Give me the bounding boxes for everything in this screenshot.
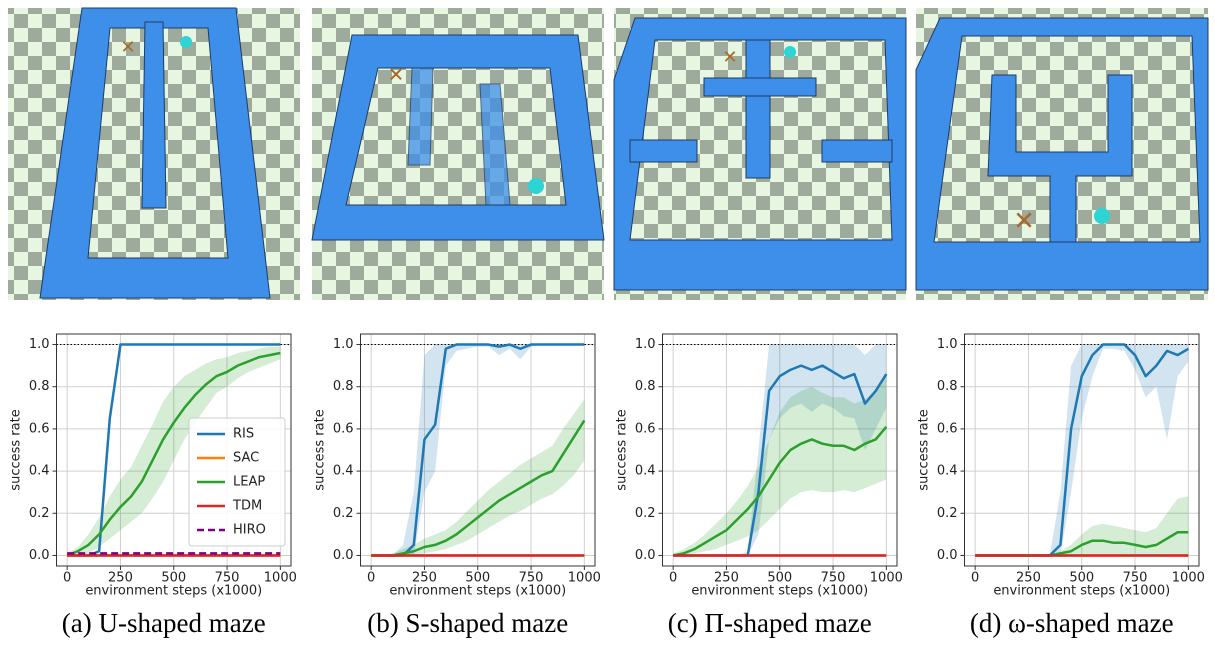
error-band	[975, 496, 1189, 556]
svg-text:✕: ✕	[722, 47, 737, 68]
y-tick-label: 0.2	[635, 506, 656, 521]
y-tick-label: 0.0	[635, 548, 656, 563]
y-axis-label: success rate	[313, 409, 328, 490]
x-tick-label: 1000	[568, 571, 601, 586]
chart: 0.0 0.2 0.4 0.6 0.8 1.0 0 250 500 750 1000environm…	[917, 333, 1205, 638]
svg-text:✕: ✕	[120, 37, 135, 58]
legend-box	[188, 417, 286, 547]
x-tick-label: 250	[108, 571, 133, 586]
x-tick-label: 0	[63, 571, 71, 586]
error-band	[67, 346, 281, 556]
axes-frame	[662, 333, 898, 567]
y-tick-label: 0.4	[29, 464, 50, 479]
x-tick-label: 750	[215, 571, 240, 586]
x-tick-label: 1000	[1172, 571, 1205, 586]
y-tick-label: 1.0	[937, 337, 958, 352]
maze-pi: ✕	[613, 8, 907, 300]
y-tick-label: 0.6	[29, 421, 50, 436]
series-line	[371, 419, 586, 557]
y-tick-label: 0.2	[29, 506, 50, 521]
caption: (a) U-shaped maze	[62, 608, 266, 638]
x-tick-label: 750	[821, 571, 846, 586]
error-band	[371, 399, 585, 556]
x-tick-label: 250	[1016, 571, 1041, 586]
x-axis-label: environment steps (x1000)	[389, 584, 566, 599]
y-tick-label: 0.6	[635, 421, 656, 436]
x-axis-label: environment steps (x1000)	[691, 584, 868, 599]
error-band	[371, 344, 585, 556]
maze-s: ✕	[311, 8, 605, 300]
svg-text:✕: ✕	[1013, 207, 1035, 237]
y-tick-label: 0.4	[937, 464, 958, 479]
y-tick-label: 0.6	[937, 421, 958, 436]
y-tick-label: 0.0	[333, 548, 354, 563]
axes-frame	[56, 333, 292, 567]
y-axis-label: success rate	[917, 409, 932, 490]
y-tick-label: 0.4	[333, 464, 354, 479]
x-tick-label: 500	[1069, 571, 1094, 586]
y-tick-label: 0.8	[937, 379, 958, 394]
x-axis-label: environment steps (x1000)	[993, 584, 1170, 599]
x-tick-label: 250	[412, 571, 437, 586]
caption: (d) ω-shaped maze	[970, 608, 1174, 638]
caption: (b) S-shaped maze	[367, 608, 568, 638]
legend-label: HIRO	[233, 523, 266, 538]
x-tick-label: 500	[465, 571, 490, 586]
y-axis-label: success rate	[615, 409, 630, 490]
svg-text:✕: ✕	[388, 63, 405, 87]
y-tick-label: 0.8	[635, 379, 656, 394]
y-tick-label: 0.8	[29, 379, 50, 394]
caption: (c) Π-shaped maze	[668, 608, 872, 638]
y-tick-label: 0.4	[635, 464, 656, 479]
y-tick-label: 1.0	[333, 337, 354, 352]
x-tick-label: 750	[519, 571, 544, 586]
legend-label: TDM	[232, 499, 262, 514]
legend-label: LEAP	[233, 475, 265, 490]
y-tick-label: 0.2	[937, 506, 958, 521]
maze-omega: ✕	[915, 8, 1209, 300]
x-tick-label: 500	[161, 571, 186, 586]
x-tick-label: 250	[714, 571, 739, 586]
chart: 0.0 0.2 0.4 0.6 0.8 1.0 0 250 500 750 1000environm…	[615, 333, 903, 638]
legend-label: RIS	[233, 427, 254, 442]
chart: 0.0 0.2 0.4 0.6 0.8 1.0 0 250 500 750 1000environm…	[9, 333, 297, 638]
x-axis-label: environment steps (x1000)	[85, 584, 262, 599]
chart: 0.0 0.2 0.4 0.6 0.8 1.0 0 250 500 750 1000environm…	[313, 333, 601, 638]
series-line	[672, 425, 888, 557]
x-tick-label: 0	[669, 571, 677, 586]
y-tick-label: 0.0	[937, 548, 958, 563]
y-tick-label: 1.0	[29, 337, 50, 352]
series-line	[66, 351, 281, 557]
x-tick-label: 1000	[870, 571, 903, 586]
axes-frame	[964, 333, 1200, 567]
series-line	[67, 343, 281, 557]
x-tick-label: 0	[367, 571, 375, 586]
error-band	[673, 344, 887, 556]
x-tick-label: 1000	[264, 571, 297, 586]
y-tick-label: 0.6	[333, 421, 354, 436]
axes-frame	[360, 333, 596, 567]
x-tick-label: 0	[971, 571, 979, 586]
x-tick-label: 750	[1123, 571, 1148, 586]
legend-label: SAC	[233, 451, 259, 466]
y-tick-label: 0.8	[333, 379, 354, 394]
maze-u: ✕	[8, 7, 300, 300]
x-tick-label: 500	[767, 571, 792, 586]
error-band	[673, 376, 887, 556]
error-band	[975, 344, 1189, 556]
y-tick-label: 1.0	[635, 337, 656, 352]
y-tick-label: 0.2	[333, 506, 354, 521]
y-axis-label: success rate	[9, 409, 24, 490]
y-tick-label: 0.0	[29, 548, 50, 563]
